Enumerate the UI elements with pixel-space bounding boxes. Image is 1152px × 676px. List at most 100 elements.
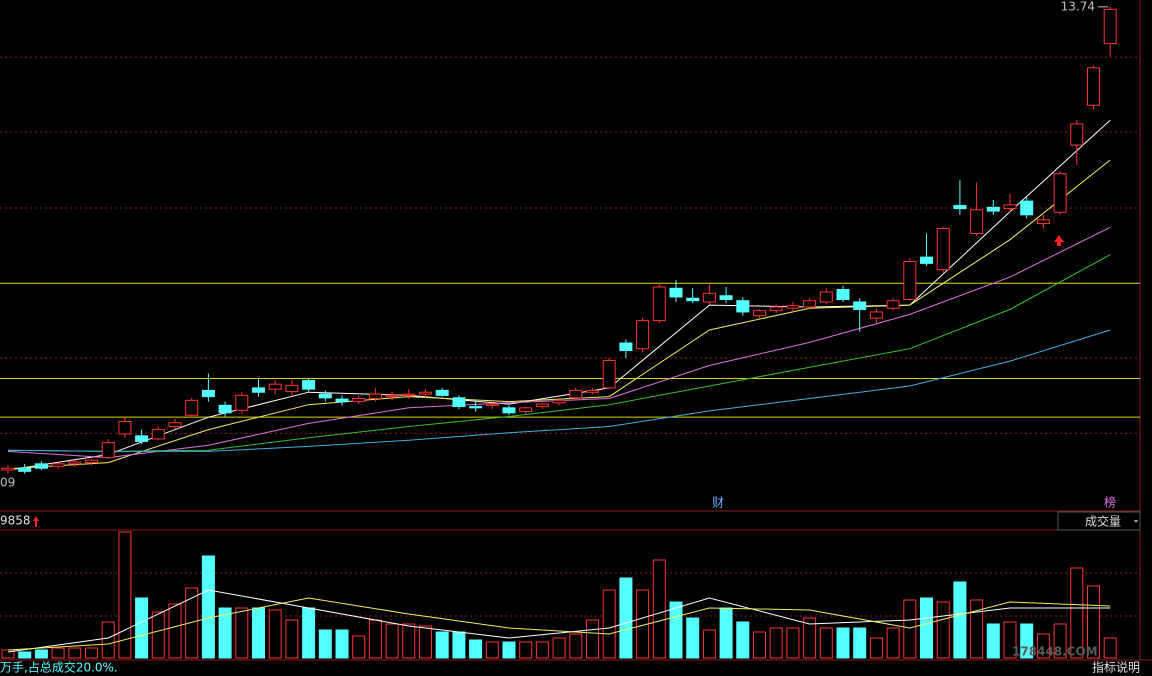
- candle-body: [686, 297, 700, 302]
- candle-body: [68, 461, 82, 465]
- candle-body: [903, 260, 917, 300]
- candle-body: [51, 463, 65, 467]
- candle-body: [101, 442, 115, 459]
- volume-bar: [886, 627, 900, 659]
- candle-body: [569, 389, 583, 399]
- candle-body: [419, 391, 432, 395]
- candle-body: [285, 384, 299, 393]
- candle-body: [485, 403, 499, 406]
- volume-bar: [151, 611, 165, 659]
- candle-body: [602, 359, 616, 389]
- candle-body: [469, 406, 483, 409]
- volume-bar: [1087, 585, 1100, 659]
- indicator-dropdown[interactable]: [1057, 511, 1141, 531]
- candle-body: [402, 393, 416, 396]
- volume-bar: [435, 631, 449, 659]
- volume-bar: [218, 607, 232, 659]
- candle-body: [168, 422, 182, 427]
- volume-bar: [869, 637, 883, 659]
- candle-body: [719, 295, 733, 300]
- volume-bar: [118, 531, 132, 659]
- candle-body: [652, 286, 666, 322]
- candle-body: [1053, 173, 1067, 213]
- volume-bar: [1036, 633, 1050, 659]
- volume-bar: [51, 647, 65, 659]
- volume-bar: [803, 617, 817, 659]
- candle-body: [736, 300, 750, 313]
- candle-body: [502, 407, 516, 414]
- volume-bar: [18, 651, 32, 659]
- volume-bar: [936, 601, 950, 659]
- price-label: 09: [0, 476, 15, 490]
- candle-body: [586, 389, 599, 393]
- volume-bar: [686, 617, 700, 659]
- volume-bar: [185, 587, 199, 659]
- volume-bar: [285, 619, 299, 659]
- candle-body: [753, 310, 766, 317]
- candle-body: [135, 435, 149, 442]
- candle-body: [786, 305, 800, 309]
- volume-bar: [552, 637, 566, 659]
- volume-bar: [318, 629, 332, 659]
- volume-bar: [485, 641, 499, 659]
- candle-body: [1036, 219, 1050, 225]
- volume-bar: [1053, 623, 1067, 659]
- annotation[interactable]: 榜: [1104, 495, 1116, 510]
- ma-line: [7, 589, 1111, 653]
- candle-body: [302, 379, 316, 390]
- candle-body: [318, 393, 332, 399]
- candle-body: [85, 459, 98, 464]
- candle-body: [452, 397, 466, 408]
- volume-bar: [1020, 623, 1034, 659]
- candle-body: [552, 399, 566, 404]
- indicator-name[interactable]: 成交量: [1085, 514, 1121, 529]
- help-link[interactable]: 指标说明: [1092, 660, 1140, 675]
- volume-bar: [385, 623, 399, 659]
- volume-value: 9858: [0, 514, 31, 528]
- volume-bar: [34, 649, 48, 659]
- ma-line: [7, 329, 1111, 452]
- candle-body: [869, 311, 883, 319]
- candle-body: [886, 300, 900, 309]
- dropdown-caret[interactable]: [1134, 520, 1138, 523]
- max-label: 13.74: [1061, 0, 1095, 13]
- ma-line: [7, 254, 1111, 452]
- volume-bar: [786, 627, 800, 659]
- ma-line: [7, 119, 1111, 471]
- candle-body: [1003, 204, 1017, 210]
- volume-bar: [335, 629, 349, 659]
- candle-body: [252, 387, 265, 393]
- ma-line: [7, 597, 1111, 651]
- candle-body: [1070, 123, 1084, 146]
- candle-body: [18, 467, 32, 472]
- volume-bar: [252, 607, 265, 659]
- volume-bar: [68, 647, 82, 659]
- volume-bar: [419, 625, 432, 659]
- candle-body: [936, 228, 950, 271]
- volume-bar: [402, 623, 416, 659]
- candle-body: [535, 403, 549, 408]
- candle-body: [853, 301, 867, 310]
- volume-bar: [669, 601, 683, 659]
- volume-bar: [836, 627, 850, 659]
- volume-bar: [753, 631, 766, 659]
- watermark: 178448.COM: [1012, 645, 1098, 659]
- annotation[interactable]: 财: [712, 496, 724, 510]
- candle-body: [1020, 200, 1034, 216]
- volume-bar: [970, 599, 984, 659]
- volume-bar: [352, 635, 366, 659]
- signal-arrow: [1054, 235, 1064, 246]
- candle-body: [335, 398, 349, 403]
- volume-bar: [819, 627, 833, 659]
- candle-body: [819, 291, 833, 303]
- volume-bar: [736, 621, 750, 659]
- candle-body: [920, 256, 933, 264]
- candle-body: [1103, 8, 1117, 45]
- volume-bar: [986, 623, 1000, 659]
- candle-body: [435, 389, 449, 396]
- candle-body: [970, 209, 984, 234]
- volume-bar: [586, 619, 599, 659]
- candle-body: [619, 342, 633, 352]
